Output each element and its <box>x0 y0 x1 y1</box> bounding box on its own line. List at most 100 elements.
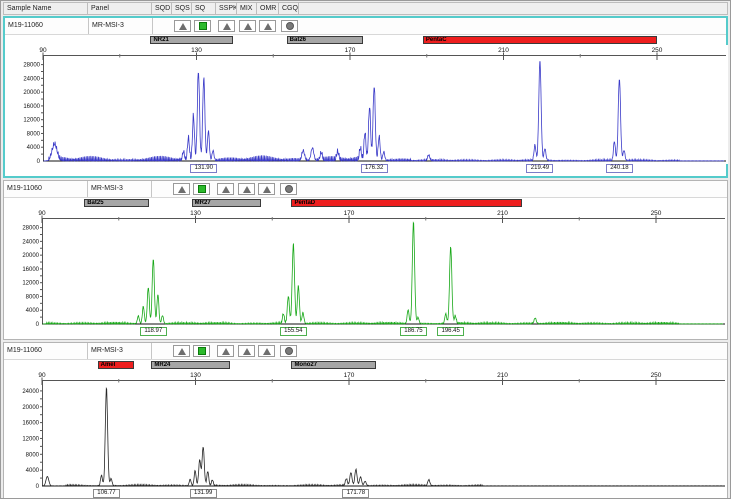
peak-size-label[interactable]: 240.18 <box>605 164 633 173</box>
qc-flag-sqs[interactable] <box>173 183 190 195</box>
header-col-panel: Panel <box>88 3 152 14</box>
electropherogram-plot[interactable]: 90 130 170 210 250 24000 20000 16000 12000 8000 40… <box>4 370 727 489</box>
sample-row-header: M19-11060 MR-MSI-3 <box>4 343 727 360</box>
y-axis-tick-label: 24000 <box>22 389 39 395</box>
ruler-tick-label: 210 <box>498 47 509 54</box>
ruler-tick-label: 90 <box>38 372 46 379</box>
qc-flag-omr[interactable] <box>258 183 275 195</box>
header-filler <box>299 3 727 14</box>
marker-bar-mr24[interactable]: MR24 <box>151 361 231 369</box>
ruler-tick-label: 130 <box>191 47 202 54</box>
peak-size-label[interactable]: 219.49 <box>526 164 554 173</box>
y-axis-tick-label: 8000 <box>27 131 41 137</box>
peak-size-label[interactable]: 176.32 <box>360 164 388 173</box>
ruler-tick-label: 130 <box>190 210 201 217</box>
marker-bar-mono27[interactable]: Mono27 <box>291 361 376 369</box>
qc-flag-cgq[interactable] <box>280 183 297 195</box>
warning-triangle-icon <box>178 22 187 30</box>
qc-flag-sspk[interactable] <box>218 20 235 32</box>
panel-name-cell[interactable]: MR-MSI-3 <box>89 18 153 34</box>
ruler-tick-label: 130 <box>190 372 201 379</box>
marker-bar-amel[interactable]: Amel <box>97 361 135 369</box>
y-axis-tick-label: 20000 <box>22 253 39 259</box>
panel-name-cell[interactable]: MR-MSI-3 <box>88 343 152 359</box>
y-axis-tick-label: 4000 <box>26 308 40 314</box>
qc-flag-sq[interactable] <box>193 345 210 357</box>
sample-name-cell[interactable]: M19-11060 <box>4 181 88 197</box>
header-col-mix: MIX <box>237 3 257 14</box>
y-axis-tick-label: 16000 <box>23 104 40 110</box>
panel-name-cell[interactable]: MR-MSI-3 <box>88 181 152 197</box>
marker-bar-bat26[interactable]: Bat26 <box>286 36 364 44</box>
peak-size-label[interactable]: 196.45 <box>437 327 465 336</box>
y-axis-tick-label: 12000 <box>22 281 39 287</box>
green-square-pass-icon <box>198 22 207 30</box>
qc-flag-cgq[interactable] <box>280 345 297 357</box>
y-axis-tick-label: 12000 <box>22 436 39 442</box>
circle-status-icon <box>284 185 293 193</box>
circle-status-icon <box>284 347 293 355</box>
ruler-tick-label: 210 <box>497 210 508 217</box>
header-col-omr: OMR <box>257 3 279 14</box>
marker-bar-row: Amel MR24 Mono27 <box>4 360 727 370</box>
electropherogram-plot[interactable]: 90 130 170 210 250 28000 24000 20000 16000 12000 8… <box>5 45 728 164</box>
ruler-tick-label: 90 <box>39 47 47 54</box>
ruler-tick-label: 170 <box>344 210 355 217</box>
sample-block-2: M19-11060 MR-MSI-3 Bat25 MR27 PentaD 90 130 170… <box>3 180 728 340</box>
peak-label-row: 106.77 131.99 171.78 <box>4 489 727 498</box>
sample-name-cell[interactable]: M19-11060 <box>4 343 88 359</box>
marker-bar-pentad[interactable]: PentaD <box>291 199 522 207</box>
ruler-tick-label: 170 <box>344 372 355 379</box>
y-axis-tick-label: 20000 <box>22 405 39 411</box>
peak-size-label[interactable]: 118.97 <box>139 327 167 336</box>
warning-triangle-icon <box>242 347 251 355</box>
marker-bar-row: Bat25 MR27 PentaD <box>4 198 727 208</box>
green-square-pass-icon <box>197 185 206 193</box>
marker-bar-mr27[interactable]: MR27 <box>191 199 261 207</box>
ruler-tick-label: 90 <box>38 210 46 217</box>
warning-triangle-icon <box>262 347 271 355</box>
peak-size-label[interactable]: 131.99 <box>189 489 217 498</box>
qc-flag-sqs[interactable] <box>173 345 190 357</box>
ruler-tick-label: 210 <box>497 372 508 379</box>
sample-block-1: M19-11060 MR-MSI-3 NR21 Bat26 PentaC 90 130 170… <box>3 16 728 178</box>
warning-triangle-icon <box>222 22 231 30</box>
qc-flag-mix[interactable] <box>238 183 255 195</box>
marker-bar-pentac[interactable]: PentaC <box>422 36 657 44</box>
peak-size-label[interactable]: 186.75 <box>399 327 427 336</box>
peak-size-label[interactable]: 131.90 <box>190 164 218 173</box>
peak-label-row: 118.97 155.54 186.75 196.45 <box>4 327 727 339</box>
electropherogram-plot[interactable]: 90 130 170 210 250 28000 24000 20000 16000 12000 8… <box>4 208 727 327</box>
qc-flag-mix[interactable] <box>239 20 256 32</box>
warning-triangle-icon <box>177 185 186 193</box>
marker-bar-nr21[interactable]: NR21 <box>150 36 233 44</box>
qc-flag-sq[interactable] <box>194 20 211 32</box>
qc-flag-mix[interactable] <box>238 345 255 357</box>
y-axis-tick-label: 4000 <box>27 145 41 151</box>
peak-size-label[interactable]: 155.54 <box>279 327 307 336</box>
qc-flag-omr[interactable] <box>259 20 276 32</box>
header-col-sqs: SQS <box>172 3 192 14</box>
qc-flag-sspk[interactable] <box>217 345 234 357</box>
sample-name-cell[interactable]: M19-11060 <box>5 18 89 34</box>
header-col-sspk: SSPK <box>216 3 237 14</box>
qc-flag-sq[interactable] <box>193 183 210 195</box>
marker-bar-bat25[interactable]: Bat25 <box>84 199 150 207</box>
qc-flag-sqs[interactable] <box>174 20 191 32</box>
peak-size-label[interactable]: 171.78 <box>342 489 370 498</box>
y-axis-tick-label: 24000 <box>23 76 40 82</box>
qc-flag-omr[interactable] <box>258 345 275 357</box>
y-axis-tick-label: 4000 <box>26 468 40 474</box>
qc-flag-sspk[interactable] <box>217 183 234 195</box>
electropherogram-trace <box>42 221 724 325</box>
y-axis-tick-label: 8000 <box>26 452 40 458</box>
y-axis-tick-label: 0 <box>36 322 40 327</box>
peak-size-label[interactable]: 106.77 <box>92 489 120 498</box>
y-axis-tick-label: 12000 <box>23 118 40 124</box>
y-axis-tick-label: 0 <box>37 159 41 164</box>
sample-block-3: M19-11060 MR-MSI-3 Amel MR24 Mono27 90 130 170 2… <box>3 342 728 498</box>
warning-triangle-icon <box>177 347 186 355</box>
qc-flag-cgq[interactable] <box>281 20 298 32</box>
y-axis-tick-label: 28000 <box>22 226 39 232</box>
